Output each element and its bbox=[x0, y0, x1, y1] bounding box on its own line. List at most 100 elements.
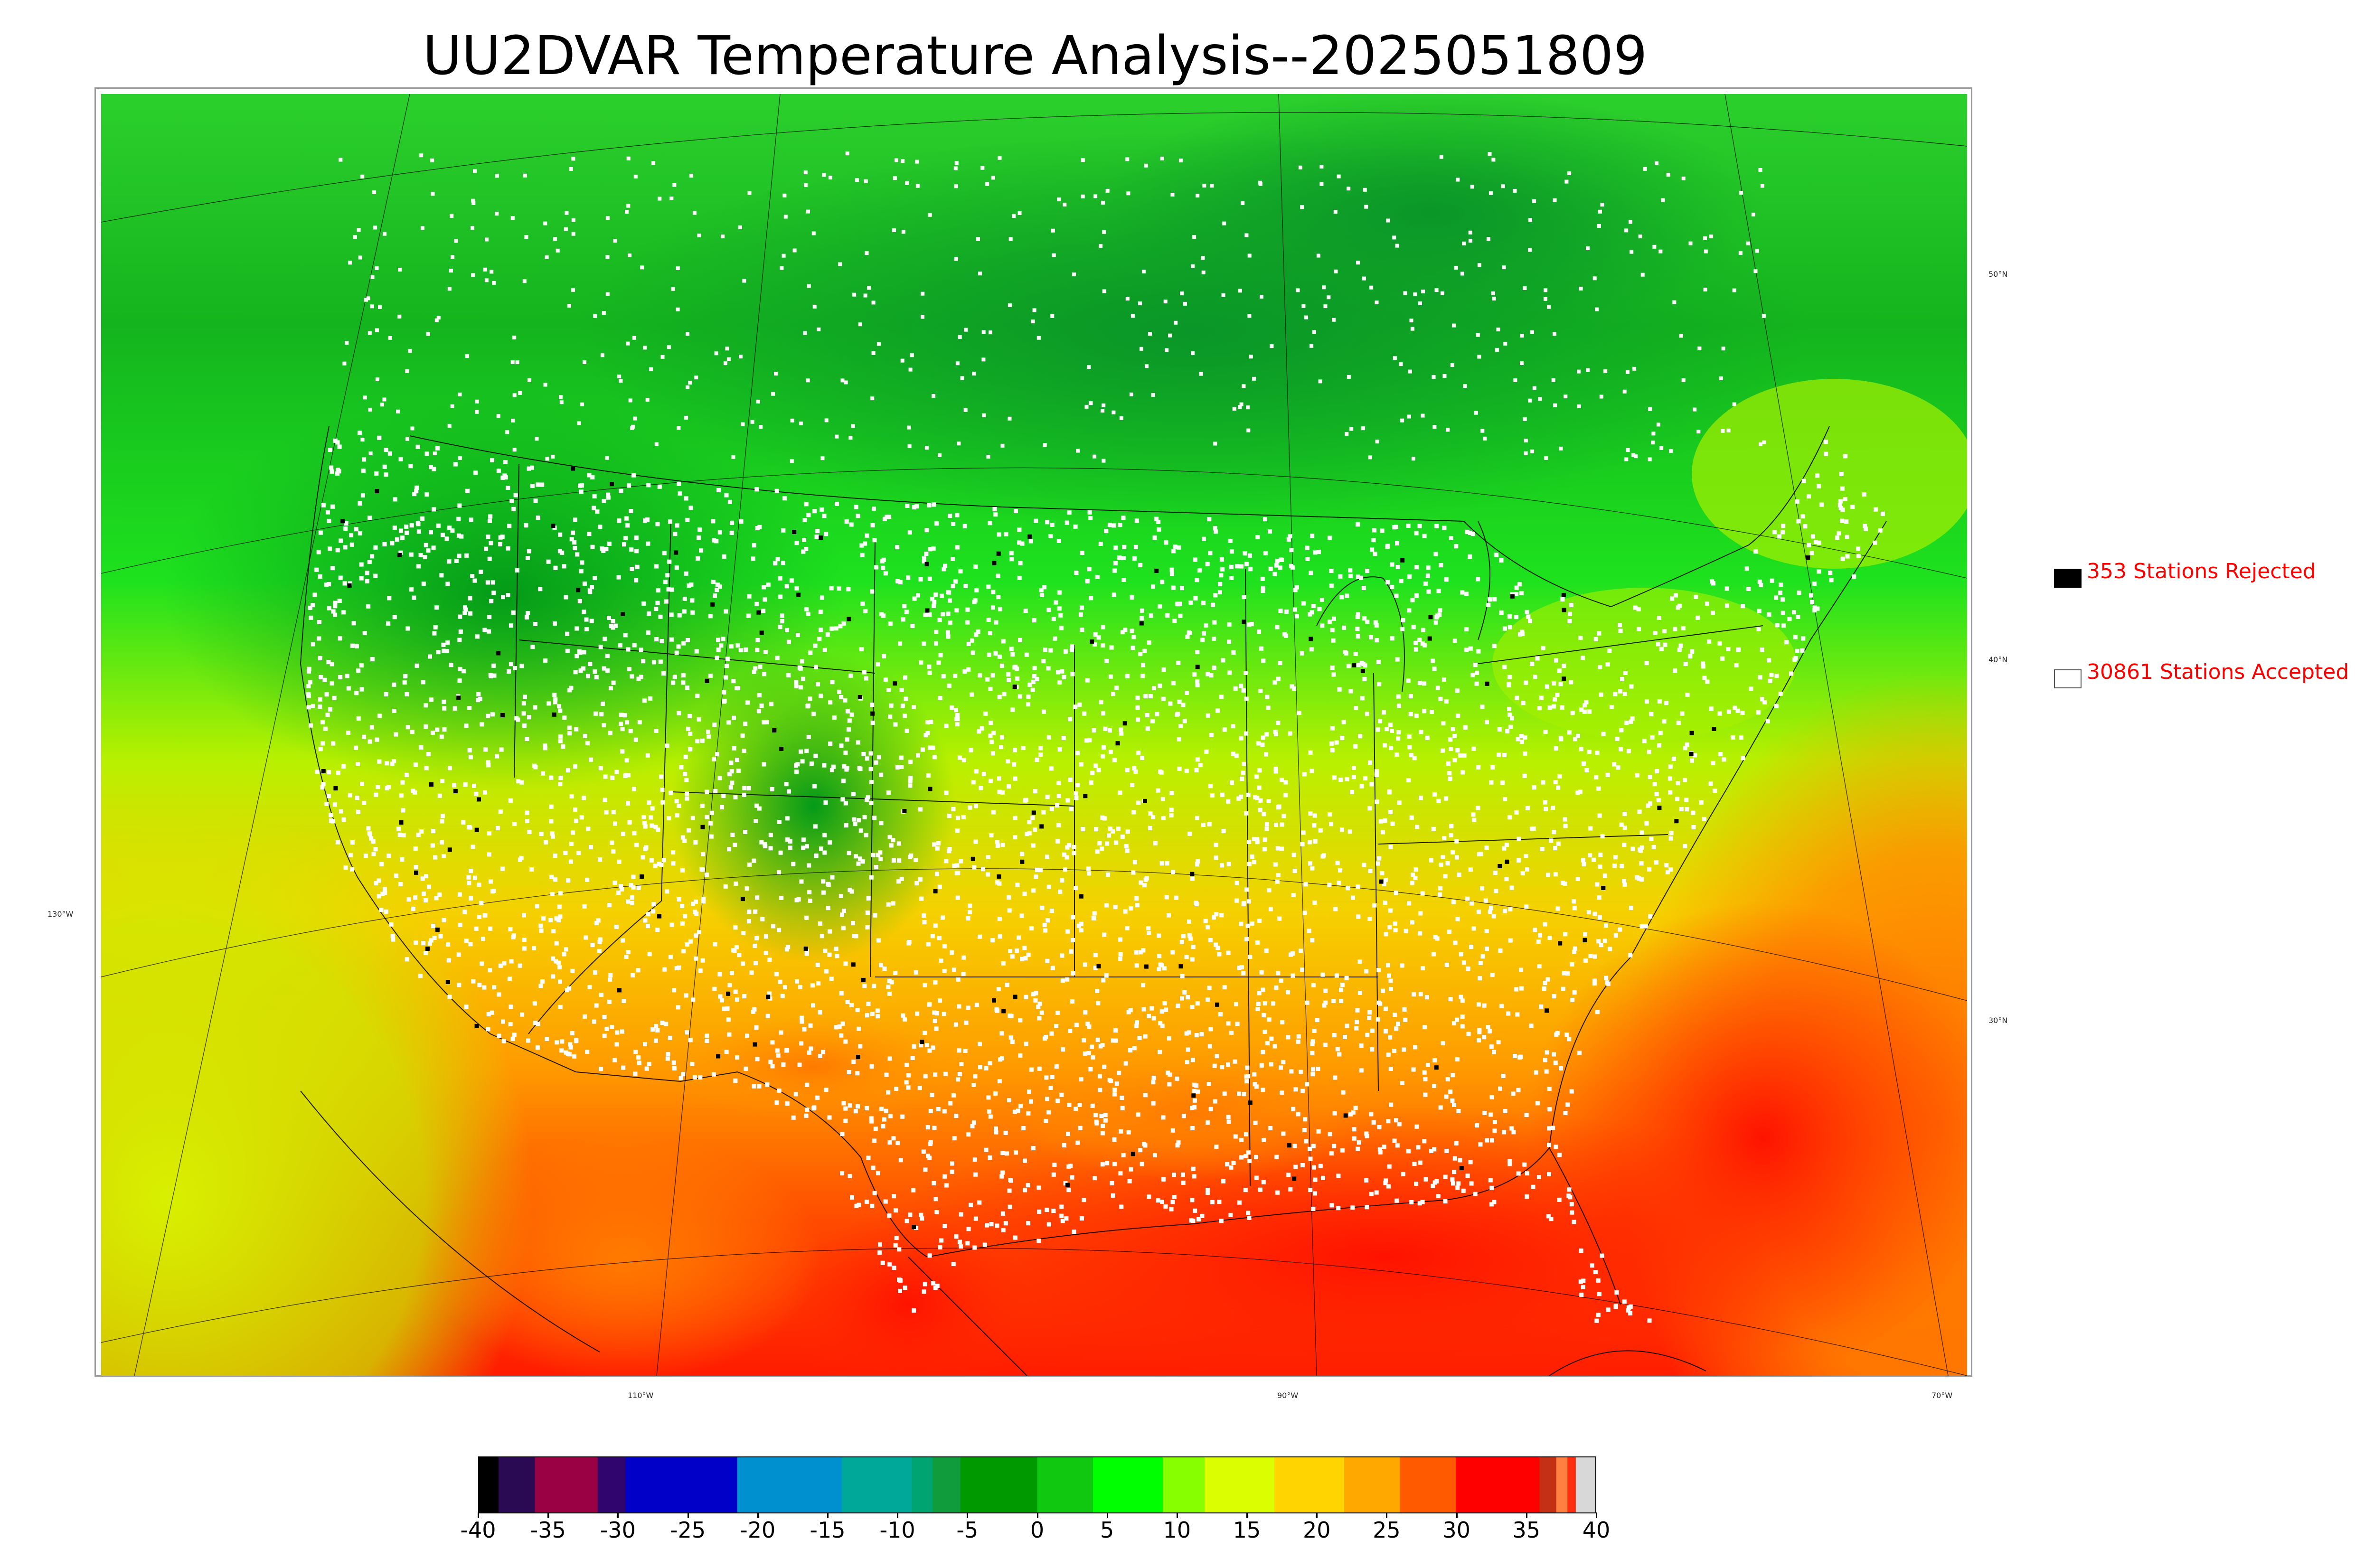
station-accepted-marker bbox=[475, 399, 479, 404]
station-accepted-marker bbox=[643, 1042, 647, 1047]
station-accepted-marker bbox=[1638, 848, 1643, 853]
station-accepted-marker bbox=[1127, 1179, 1132, 1183]
station-accepted-marker bbox=[907, 444, 912, 449]
station-accepted-marker bbox=[524, 235, 528, 239]
station-accepted-marker bbox=[942, 944, 947, 948]
station-accepted-marker bbox=[1014, 1150, 1018, 1155]
station-accepted-marker bbox=[1095, 849, 1100, 854]
colorbar-tick-mark bbox=[1176, 1512, 1178, 1518]
station-accepted-marker bbox=[1181, 703, 1186, 707]
station-accepted-marker bbox=[806, 209, 810, 214]
station-accepted-marker bbox=[660, 800, 665, 805]
station-accepted-marker bbox=[1156, 519, 1161, 524]
station-accepted-marker bbox=[1094, 827, 1099, 832]
station-accepted-marker bbox=[318, 656, 322, 660]
station-accepted-marker bbox=[947, 849, 951, 854]
station-accepted-marker bbox=[326, 660, 331, 665]
station-accepted-marker bbox=[1520, 629, 1525, 634]
station-accepted-marker bbox=[1384, 1178, 1388, 1183]
station-accepted-marker bbox=[813, 643, 818, 648]
station-accepted-marker bbox=[1250, 854, 1254, 859]
station-accepted-marker bbox=[1083, 1010, 1088, 1015]
station-accepted-marker bbox=[306, 705, 311, 710]
station-accepted-marker bbox=[1300, 651, 1304, 656]
station-accepted-marker bbox=[1023, 798, 1027, 803]
station-rejected-marker bbox=[772, 728, 777, 732]
station-accepted-marker bbox=[1565, 971, 1570, 976]
station-accepted-marker bbox=[1031, 992, 1036, 996]
station-accepted-marker bbox=[1162, 966, 1167, 971]
station-accepted-marker bbox=[956, 1077, 961, 1082]
station-accepted-marker bbox=[989, 721, 993, 725]
station-accepted-marker bbox=[747, 191, 752, 195]
station-accepted-marker bbox=[346, 686, 351, 691]
station-accepted-marker bbox=[1160, 1023, 1165, 1028]
station-accepted-marker bbox=[588, 662, 593, 667]
station-accepted-marker bbox=[1680, 711, 1685, 716]
station-accepted-marker bbox=[905, 181, 909, 185]
station-accepted-marker bbox=[978, 934, 982, 939]
station-accepted-marker bbox=[515, 568, 519, 573]
station-accepted-marker bbox=[641, 855, 645, 860]
station-accepted-marker bbox=[1676, 781, 1680, 786]
station-accepted-marker bbox=[1838, 499, 1843, 504]
colorbar-tick-mark bbox=[897, 1512, 899, 1518]
station-accepted-marker bbox=[392, 526, 397, 530]
station-accepted-marker bbox=[868, 767, 873, 771]
temperature-analysis-map[interactable] bbox=[101, 94, 1967, 1376]
station-accepted-marker bbox=[895, 579, 900, 583]
station-accepted-marker bbox=[1455, 1017, 1459, 1022]
station-accepted-marker bbox=[697, 930, 701, 935]
station-accepted-marker bbox=[779, 1030, 783, 1035]
station-accepted-marker bbox=[818, 921, 822, 926]
station-accepted-marker bbox=[931, 546, 936, 551]
station-accepted-marker bbox=[1348, 573, 1353, 578]
station-accepted-marker bbox=[1402, 1007, 1407, 1012]
station-accepted-marker bbox=[999, 735, 1004, 740]
station-accepted-marker bbox=[843, 1039, 848, 1044]
station-accepted-marker bbox=[1093, 454, 1097, 459]
station-accepted-marker bbox=[1138, 563, 1143, 567]
station-accepted-marker bbox=[317, 636, 321, 641]
station-accepted-marker bbox=[431, 545, 436, 550]
station-accepted-marker bbox=[590, 943, 595, 948]
station-accepted-marker bbox=[1442, 526, 1447, 530]
station-accepted-marker bbox=[1364, 1178, 1369, 1183]
station-accepted-marker bbox=[1264, 732, 1269, 737]
station-accepted-marker bbox=[475, 634, 480, 639]
station-accepted-marker bbox=[715, 582, 720, 587]
station-accepted-marker bbox=[442, 918, 446, 922]
station-accepted-marker bbox=[1046, 666, 1051, 671]
station-accepted-marker bbox=[1507, 682, 1511, 686]
station-accepted-marker bbox=[465, 354, 470, 358]
station-accepted-marker bbox=[553, 237, 557, 241]
station-accepted-marker bbox=[1035, 676, 1039, 681]
station-accepted-marker bbox=[1394, 1026, 1399, 1031]
colorbar-segment bbox=[499, 1457, 536, 1512]
station-accepted-marker bbox=[850, 1195, 854, 1200]
station-accepted-marker bbox=[1168, 701, 1173, 706]
station-accepted-marker bbox=[660, 355, 665, 359]
station-accepted-marker bbox=[1720, 656, 1725, 661]
station-accepted-marker bbox=[484, 546, 489, 551]
station-accepted-marker bbox=[669, 587, 674, 592]
station-accepted-marker bbox=[1502, 1130, 1507, 1135]
station-accepted-marker bbox=[1339, 827, 1344, 832]
station-accepted-marker bbox=[651, 161, 656, 165]
station-accepted-marker bbox=[1113, 1038, 1118, 1043]
station-accepted-marker bbox=[496, 414, 500, 418]
station-accepted-marker bbox=[472, 875, 477, 880]
station-accepted-marker bbox=[519, 664, 524, 668]
station-accepted-marker bbox=[1652, 244, 1657, 249]
station-accepted-marker bbox=[1552, 681, 1556, 686]
station-accepted-marker bbox=[1670, 596, 1675, 601]
station-accepted-marker bbox=[646, 912, 650, 917]
station-accepted-marker bbox=[1007, 678, 1011, 682]
station-accepted-marker bbox=[1468, 230, 1472, 235]
station-rejected-marker bbox=[1144, 964, 1149, 969]
station-accepted-marker bbox=[1538, 933, 1543, 938]
station-accepted-marker bbox=[1523, 751, 1527, 756]
station-accepted-marker bbox=[1807, 543, 1811, 547]
station-accepted-marker bbox=[1037, 1209, 1042, 1214]
station-accepted-marker bbox=[1072, 851, 1076, 855]
